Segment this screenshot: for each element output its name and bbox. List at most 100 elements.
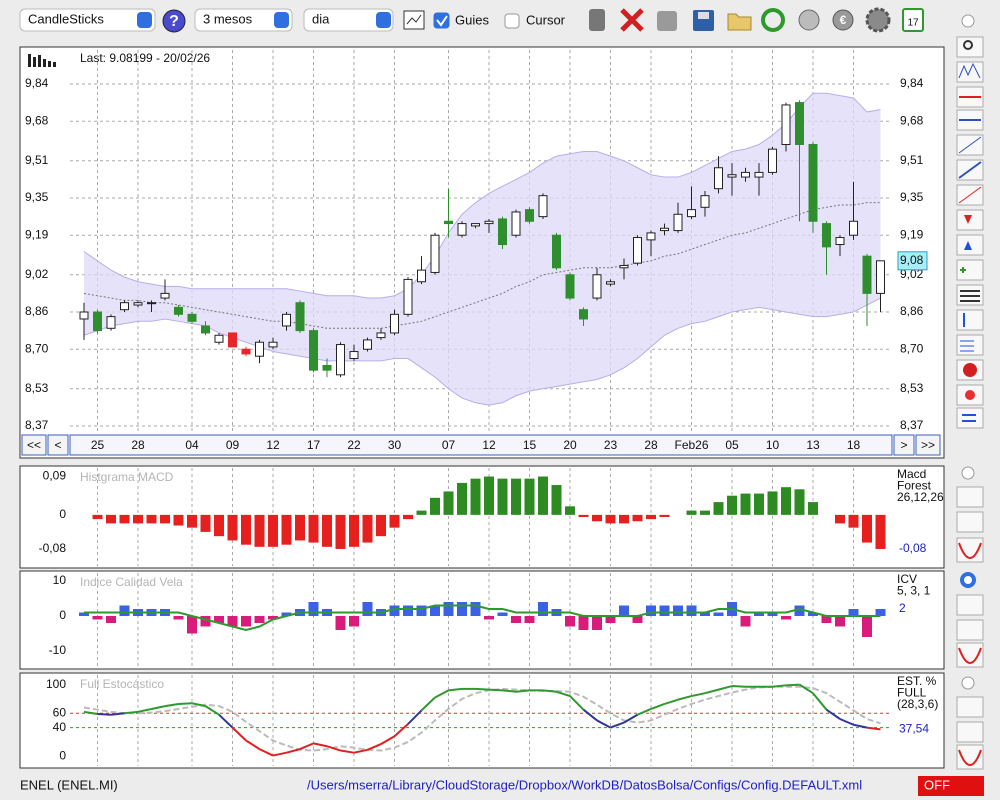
- nav-last[interactable]: [915, 434, 941, 456]
- interval-select[interactable]: [303, 8, 394, 32]
- k-segment: [434, 689, 449, 699]
- signals-button[interactable]: [956, 486, 984, 508]
- arrow-down-button[interactable]: [956, 209, 984, 231]
- k-segment: [515, 689, 530, 693]
- download-button[interactable]: [798, 9, 820, 31]
- current-value: -0,08: [899, 541, 927, 555]
- candle-body: [120, 302, 129, 311]
- candle-body: [241, 348, 251, 355]
- candle-body: [228, 332, 237, 348]
- k-segment: [353, 748, 368, 754]
- percent-button[interactable]: [956, 721, 984, 743]
- y-tick-label-right: 9,84: [900, 76, 924, 90]
- percent-button[interactable]: [956, 619, 984, 641]
- signals-button[interactable]: [956, 594, 984, 616]
- histogram-bar: [794, 605, 805, 616]
- cursor-checkbox[interactable]: [504, 13, 520, 29]
- histogram-bar: [376, 514, 386, 537]
- nav-next[interactable]: [893, 434, 915, 456]
- y-tick-label: 9,51: [25, 153, 49, 167]
- x-tick-label: 12: [482, 438, 496, 452]
- calendar-day: 17: [907, 18, 919, 29]
- k-segment: [718, 685, 733, 691]
- chart-type-text: CandleSticks: [28, 11, 104, 26]
- histogram-bar: [808, 612, 818, 616]
- last-annotation: Last: 9.08199 - 20/02/26: [80, 51, 210, 65]
- side-label: 5, 3, 1: [897, 584, 931, 598]
- x-tick-label: 20: [563, 438, 577, 452]
- y-tick-label-right: 9,19: [900, 227, 924, 241]
- y-tick-label: 9,68: [25, 113, 49, 127]
- candles-button[interactable]: [956, 61, 984, 83]
- trash-button[interactable]: [589, 9, 605, 31]
- candle-body: [768, 148, 777, 173]
- histogram-bar: [241, 514, 251, 545]
- k-segment: [812, 692, 828, 711]
- signals-button[interactable]: [956, 696, 984, 718]
- k-segment: [218, 713, 234, 729]
- settings-button[interactable]: [865, 7, 891, 33]
- candle-body: [579, 309, 588, 320]
- delete-button[interactable]: [620, 8, 644, 32]
- chart-type-select[interactable]: [19, 8, 156, 32]
- histogram-bar: [524, 616, 535, 623]
- y-tick-label-right: 8,37: [900, 418, 924, 432]
- y-tick-label: 8,37: [25, 418, 49, 432]
- status-box[interactable]: [918, 776, 984, 796]
- k-segment: [825, 708, 841, 720]
- candle-body: [336, 344, 345, 376]
- check-mark: [436, 15, 448, 27]
- histogram-bar: [92, 514, 103, 520]
- current-value: 37,54: [899, 722, 929, 736]
- arrow-up-button[interactable]: [956, 234, 984, 256]
- k-segment: [204, 705, 220, 716]
- radio[interactable]: [961, 466, 975, 480]
- k-segment: [259, 748, 274, 757]
- candle-body: [106, 316, 116, 329]
- histogram-bar: [119, 514, 130, 524]
- status-text: OFF: [924, 777, 950, 792]
- y-tick-label: 0: [59, 608, 66, 622]
- histogram-bar: [146, 514, 157, 524]
- histogram-bar: [632, 514, 643, 522]
- zoom-button[interactable]: [956, 36, 984, 58]
- x-tick-label: 04: [185, 438, 199, 452]
- period-select[interactable]: [194, 8, 293, 32]
- scale-button[interactable]: [956, 309, 984, 331]
- icon: [962, 414, 976, 422]
- k-segment: [502, 689, 517, 693]
- candle-body: [363, 339, 372, 350]
- radio[interactable]: [961, 14, 975, 28]
- candle-body: [309, 330, 318, 371]
- x-tick-label: 15: [523, 438, 537, 452]
- panel-title: Histgrama MACD: [80, 470, 174, 484]
- radio[interactable]: [961, 676, 975, 690]
- nav-prev[interactable]: [47, 434, 69, 456]
- guides-checkbox[interactable]: [433, 12, 450, 29]
- clean-button[interactable]: [657, 11, 677, 31]
- currency-button[interactable]: [832, 9, 854, 31]
- histogram-bar: [740, 493, 751, 515]
- current-value: 2: [899, 601, 906, 615]
- k-segment: [340, 749, 355, 754]
- percent-button[interactable]: [956, 334, 984, 356]
- calendar-button[interactable]: [902, 8, 924, 32]
- panel-title: Indice Calidad Vela: [80, 575, 183, 589]
- open-button[interactable]: [727, 13, 752, 31]
- help-button[interactable]: [162, 9, 186, 33]
- help-text: ?: [169, 13, 179, 30]
- swap-button[interactable]: [956, 407, 984, 429]
- k-segment: [420, 696, 436, 712]
- percent-button[interactable]: [956, 511, 984, 533]
- histogram-bar: [200, 616, 211, 627]
- icon: [964, 215, 972, 224]
- refresh-button[interactable]: [761, 8, 785, 32]
- candle-body: [700, 195, 710, 208]
- histogram-bar: [619, 605, 629, 616]
- nav-first[interactable]: [21, 434, 47, 456]
- histogram-bar: [430, 497, 440, 515]
- candle-body: [781, 104, 791, 145]
- signals-button[interactable]: [956, 259, 984, 281]
- radio-selected[interactable]: [960, 572, 976, 588]
- config-path[interactable]: /Users/mserra/Library/CloudStorage/Dropb…: [307, 777, 862, 792]
